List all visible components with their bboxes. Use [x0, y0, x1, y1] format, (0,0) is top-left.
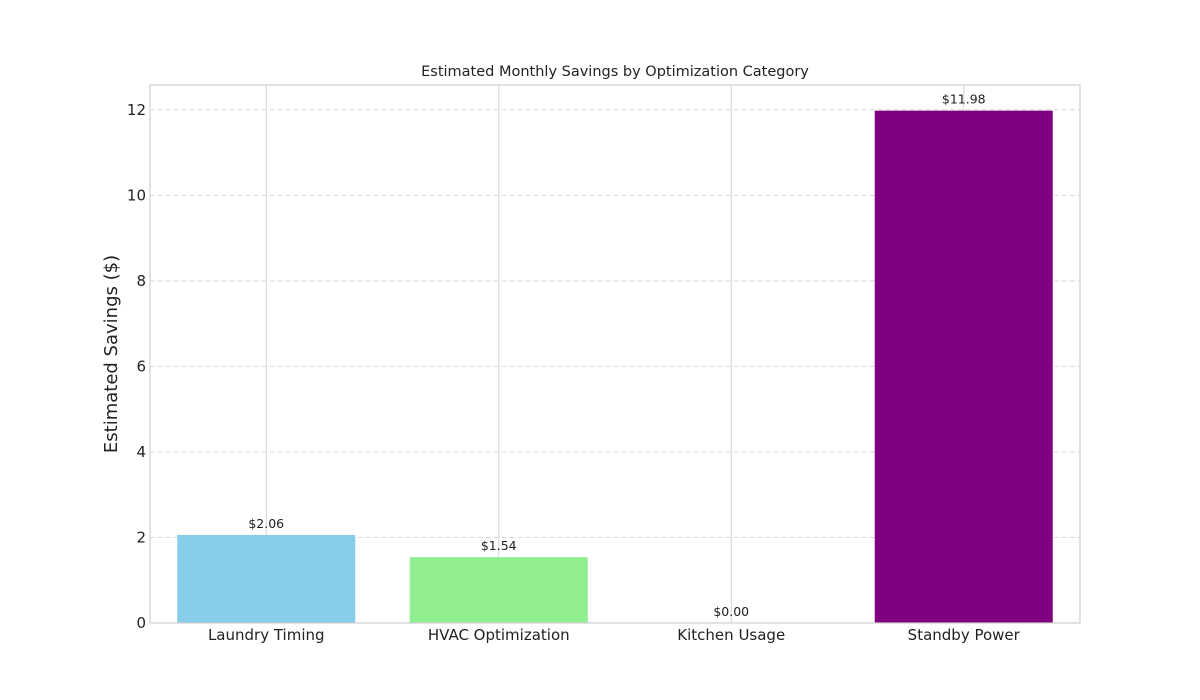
chart-title: Estimated Monthly Savings by Optimizatio… — [421, 64, 809, 80]
x-tick-label: Kitchen Usage — [677, 626, 785, 644]
y-axis-label: Estimated Savings ($) — [101, 255, 122, 453]
bar — [409, 557, 588, 623]
y-tick-label: 2 — [136, 528, 146, 546]
y-axis-ticks: 0 2 4 6 8 10 12 — [127, 101, 146, 632]
x-tick-label: HVAC Optimization — [428, 626, 570, 644]
x-axis-ticks: Laundry Timing HVAC Optimization Kitchen U… — [208, 626, 1021, 644]
bar-value-label: $0.00 — [713, 604, 749, 619]
x-tick-label: Standby Power — [908, 626, 1021, 644]
y-tick-label: 8 — [136, 272, 146, 290]
bar — [177, 534, 356, 623]
plot-frame — [149, 84, 1081, 624]
bars — [177, 110, 1053, 623]
y-tick-label: 12 — [127, 101, 146, 119]
y-tick-label: 10 — [127, 186, 146, 204]
grid-lines — [150, 85, 1080, 623]
y-tick-label: 6 — [136, 357, 146, 375]
bar-value-label: $11.98 — [942, 92, 986, 107]
y-tick-label: 0 — [136, 614, 146, 632]
y-tick-label: 4 — [136, 443, 146, 461]
bar — [874, 110, 1053, 623]
data-labels: $2.06 $1.54 $0.00 $11.98 — [248, 92, 985, 619]
bar-value-label: $1.54 — [481, 538, 517, 553]
bar-value-label: $2.06 — [248, 516, 284, 531]
x-tick-label: Laundry Timing — [208, 626, 325, 644]
